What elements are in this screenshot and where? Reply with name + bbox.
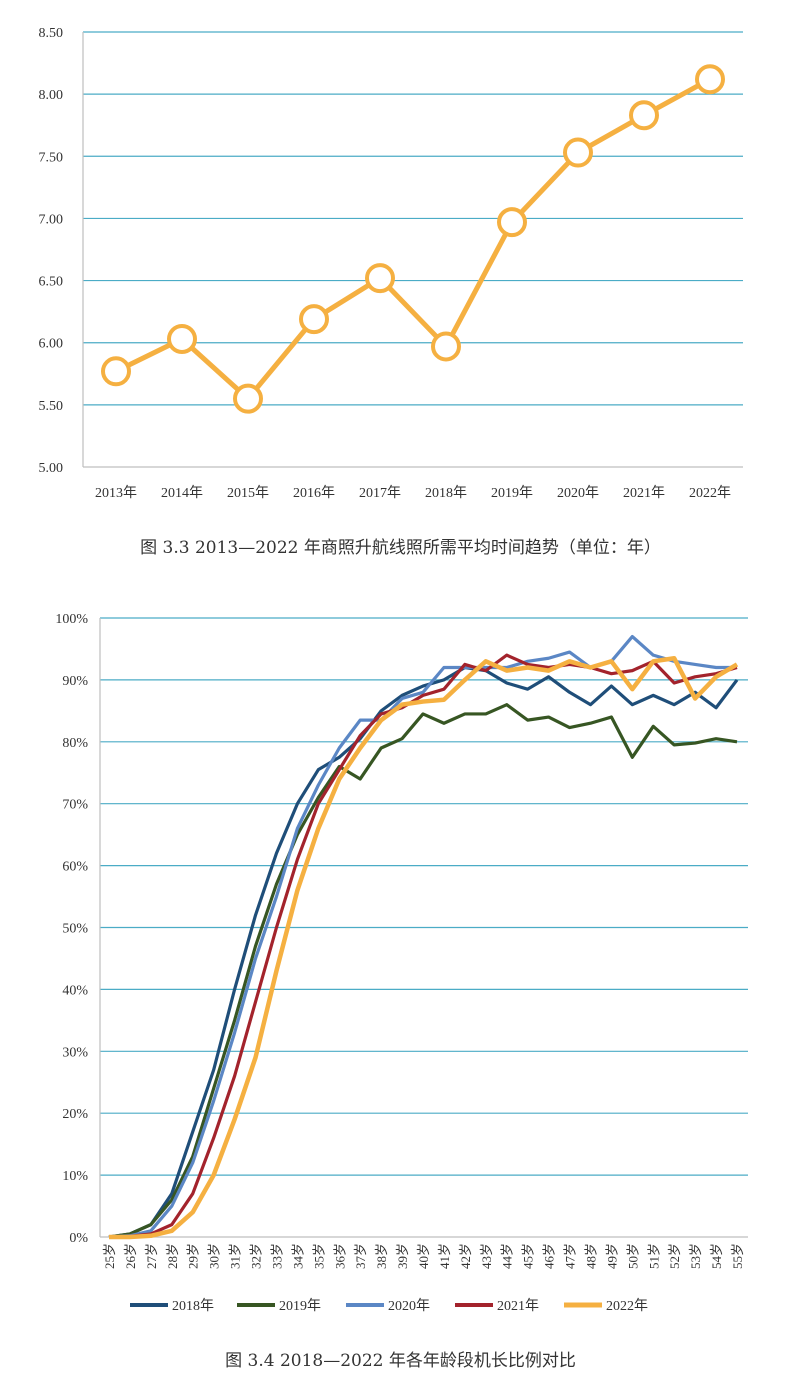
x-tick-label: 2016年 — [293, 485, 335, 501]
y-tick-label: 0% — [69, 1231, 88, 1246]
x-tick-label: 39岁 — [395, 1243, 410, 1269]
x-tick-label: 2017年 — [359, 485, 401, 501]
legend-label: 2021年 — [497, 1298, 539, 1314]
x-tick-label: 25岁 — [102, 1243, 117, 1269]
x-tick-label: 2019年 — [491, 485, 533, 501]
legend-item: 2018年 — [130, 1298, 214, 1314]
figure-caption-3-3: 图 3.3 2013—2022 年商照升航线照所需平均时间趋势（单位：年） — [140, 538, 661, 558]
y-tick-label: 6.50 — [39, 275, 64, 290]
y-tick-label: 10% — [62, 1169, 88, 1184]
data-point — [101, 356, 131, 387]
data-point — [299, 304, 329, 335]
x-tick-label: 2020年 — [557, 485, 599, 501]
x-tick-label: 48岁 — [583, 1243, 598, 1269]
y-tick-label: 70% — [62, 798, 88, 813]
x-tick-label: 31岁 — [228, 1243, 243, 1269]
data-point — [365, 263, 395, 294]
y-tick-label: 90% — [62, 674, 88, 689]
x-tick-label: 30岁 — [207, 1243, 222, 1269]
x-tick-label: 53岁 — [688, 1243, 703, 1269]
legend-item: 2020年 — [346, 1298, 430, 1314]
x-tick-label: 46岁 — [542, 1243, 557, 1269]
x-tick-label: 50岁 — [625, 1243, 640, 1269]
x-tick-label: 55岁 — [730, 1243, 745, 1269]
legend-label: 2022年 — [606, 1298, 648, 1314]
x-tick-label: 2013年 — [95, 485, 137, 501]
y-tick-label: 8.50 — [39, 26, 64, 41]
x-tick-label: 42岁 — [458, 1243, 473, 1269]
chart-age-captain-ratio: 0% 10% 20% 30% 40% 50% 60% 70% 80% 90% 100% 25岁 26岁 2… — [55, 612, 748, 1314]
x-tick-label: 2018年 — [425, 485, 467, 501]
x-tick-label: 32岁 — [249, 1243, 264, 1269]
series-line-2022年 — [109, 655, 739, 1240]
x-tick-label: 37岁 — [353, 1243, 368, 1269]
x-tick-label: 52岁 — [667, 1243, 682, 1269]
x-tick-label: 2014年 — [161, 485, 203, 501]
y-tick-label: 60% — [62, 860, 88, 875]
y-tick-label: 5.50 — [39, 399, 64, 414]
series-line — [114, 77, 712, 402]
series-line-2020年 — [108, 634, 737, 1239]
x-tick-label: 36岁 — [332, 1243, 347, 1269]
data-point — [167, 323, 197, 354]
x-tick-label: 33岁 — [269, 1243, 284, 1269]
data-point — [629, 100, 659, 131]
legend-item: 2021年 — [455, 1298, 539, 1314]
legend-label: 2020年 — [388, 1298, 430, 1314]
x-tick-label: 47岁 — [563, 1243, 578, 1269]
x-tick-label: 2022年 — [689, 485, 731, 501]
series-line-2018年 — [108, 665, 739, 1239]
legend-item: 2019年 — [237, 1298, 321, 1314]
x-tick-label: 40岁 — [416, 1243, 431, 1269]
y-tick-label: 8.00 — [39, 88, 64, 103]
data-point — [563, 137, 593, 168]
x-tick-label: 41岁 — [437, 1243, 452, 1269]
y-tick-label: 6.00 — [39, 337, 64, 352]
chart-avg-time-trend: 5.00 5.50 6.00 6.50 7.00 7.50 8.00 8.50 2013年 201… — [39, 26, 743, 501]
x-tick-label: 26岁 — [123, 1243, 138, 1269]
x-tick-label: 44岁 — [500, 1243, 515, 1269]
y-tick-label: 50% — [62, 922, 88, 937]
x-tick-label: 34岁 — [290, 1243, 305, 1269]
legend-label: 2018年 — [172, 1298, 214, 1314]
data-point — [497, 207, 527, 238]
legend-label: 2019年 — [279, 1298, 321, 1314]
legend-item: 2022年 — [564, 1298, 648, 1314]
x-tick-label: 2015年 — [227, 485, 269, 501]
y-tick-label: 40% — [62, 983, 88, 998]
data-point — [233, 383, 263, 414]
x-tick-label: 28岁 — [165, 1243, 180, 1269]
y-tick-label: 5.00 — [39, 461, 64, 476]
x-tick-label: 27岁 — [144, 1243, 159, 1269]
data-point — [695, 64, 725, 95]
y-tick-label: 20% — [62, 1107, 88, 1122]
x-tick-label: 43岁 — [479, 1243, 494, 1269]
y-tick-label: 7.50 — [39, 150, 64, 165]
x-tick-label: 35岁 — [311, 1243, 326, 1269]
x-tick-label: 45岁 — [521, 1243, 536, 1269]
series-line-2021年 — [108, 653, 738, 1239]
y-tick-label: 7.00 — [39, 212, 64, 227]
y-tick-label: 80% — [62, 736, 88, 751]
x-tick-label: 51岁 — [646, 1243, 661, 1269]
data-point — [431, 331, 461, 362]
x-tick-label: 38岁 — [374, 1243, 389, 1269]
x-tick-label: 49岁 — [604, 1243, 619, 1269]
x-tick-label: 2021年 — [623, 485, 665, 501]
y-tick-label: 100% — [55, 612, 88, 627]
x-tick-label: 29岁 — [186, 1243, 201, 1269]
figure-caption-3-4: 图 3.4 2018—2022 年各年龄段机长比例对比 — [225, 1351, 576, 1371]
series-line-2019年 — [108, 703, 738, 1239]
x-tick-label: 54岁 — [709, 1243, 724, 1269]
y-tick-label: 30% — [62, 1045, 88, 1060]
